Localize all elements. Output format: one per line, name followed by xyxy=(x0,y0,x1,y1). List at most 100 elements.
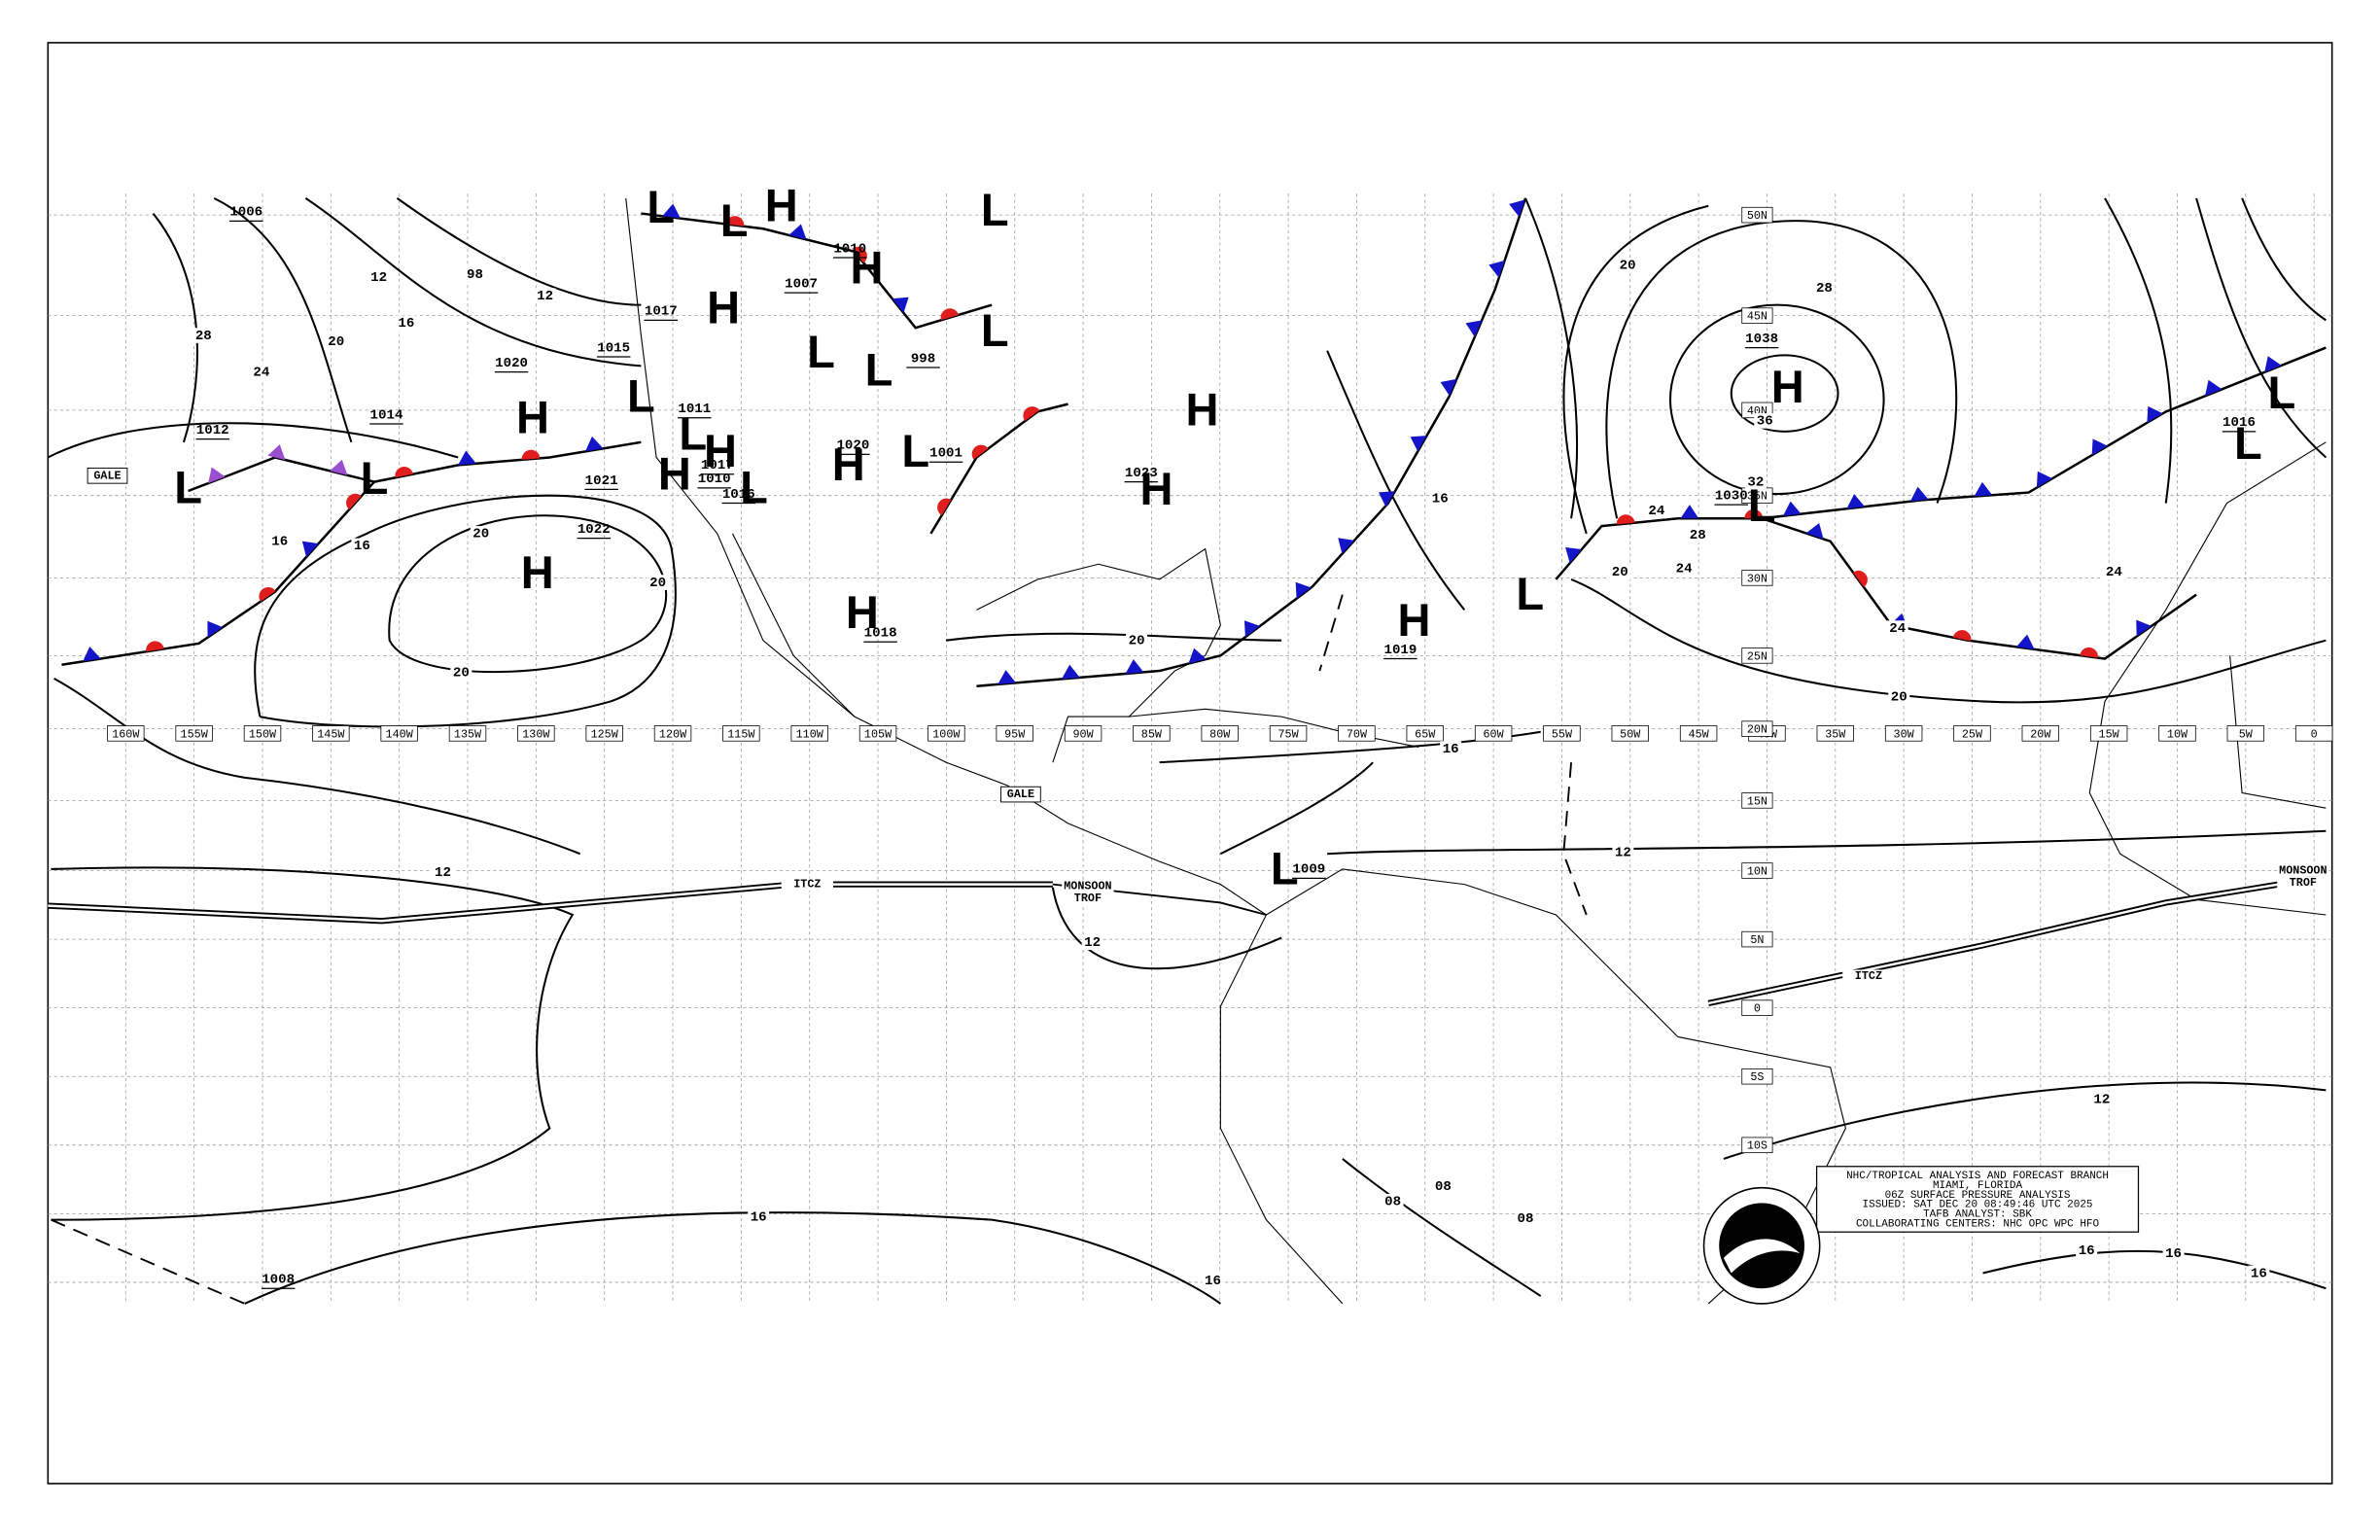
cold-front-symbol xyxy=(1410,436,1427,452)
cold-front-symbol xyxy=(584,436,604,452)
lon-label-box xyxy=(1884,725,1923,742)
isobar-label: 24 xyxy=(1889,621,1906,637)
title-frame xyxy=(1815,1166,2140,1233)
isobar-label: 12 xyxy=(2093,1092,2110,1107)
isobar-label-bg xyxy=(250,364,272,380)
lon-label-box xyxy=(1406,725,1444,742)
lon-label-box xyxy=(2021,725,2060,742)
isobar-label-bg xyxy=(325,333,347,350)
lon-label: 140W xyxy=(386,727,414,741)
lon-label: 80W xyxy=(1209,727,1231,741)
lon-label: 150W xyxy=(249,727,277,741)
isobar xyxy=(1723,1081,2327,1160)
lon-label: 70W xyxy=(1347,727,1368,741)
isobar-label-bg xyxy=(464,266,486,283)
lon-label-box xyxy=(1474,725,1513,742)
isobar-label-bg xyxy=(1081,934,1103,951)
lon-label: 90W xyxy=(1072,727,1094,741)
title-line: TAFB ANALYST: SBK xyxy=(1923,1209,2032,1221)
warm-front-symbol xyxy=(1744,508,1764,519)
isobar-label: 08 xyxy=(1518,1211,1534,1227)
isobar xyxy=(396,197,642,306)
title-line: NHC/TROPICAL ANALYSIS AND FORECAST BRANC… xyxy=(1846,1171,2109,1182)
lat-label-box xyxy=(1741,206,1773,224)
pressure-center: L xyxy=(647,181,675,232)
isobar-label-bg xyxy=(748,1208,770,1225)
isobar-label-bg xyxy=(1687,527,1709,543)
isobar-label: 98 xyxy=(467,267,483,283)
feature-label: GALE xyxy=(1007,788,1034,801)
cold-front-symbol xyxy=(1488,260,1505,278)
isobar-label-bg xyxy=(1609,564,1631,579)
isobar-label: 16 xyxy=(1432,492,1449,508)
pressure-value: 1014 xyxy=(370,407,403,423)
isobar-label-bg xyxy=(1754,413,1776,429)
lon-label-box xyxy=(996,725,1033,742)
lon-label: 155W xyxy=(181,727,209,741)
front-line xyxy=(373,440,642,483)
pressure-center: H xyxy=(765,179,798,230)
lat-label-box xyxy=(1741,1068,1773,1085)
cold-front-symbol xyxy=(1782,501,1802,516)
isobar xyxy=(1570,578,2327,704)
cold-front-symbol xyxy=(1125,659,1144,674)
warm-front-symbol xyxy=(1023,406,1040,422)
pressure-value: 1007 xyxy=(785,276,818,292)
feature-label-bg xyxy=(781,878,834,891)
lon-label: 160W xyxy=(112,727,140,741)
lat-label: 35N xyxy=(1747,490,1768,504)
warm-front-symbol xyxy=(146,641,164,652)
isobars xyxy=(47,196,2328,1305)
pressure-value: 1017 xyxy=(645,304,678,320)
lon-label-box xyxy=(1543,725,1581,742)
warm-front-symbol xyxy=(521,449,541,460)
lon-label: 60W xyxy=(1484,727,1505,741)
lon-label: 25W xyxy=(1962,727,1983,741)
pressure-center: H xyxy=(1140,463,1173,514)
pressure-center: L xyxy=(174,461,202,512)
pressure-value: 1008 xyxy=(262,1273,295,1288)
isobar xyxy=(1327,829,2327,856)
isobar-label-bg xyxy=(351,538,373,554)
cold-front-symbol xyxy=(788,224,807,240)
cold-front-symbol xyxy=(2091,438,2108,456)
warm-front-symbol xyxy=(1852,570,1868,587)
lat-label-box xyxy=(1741,862,1773,879)
isobar-label-bg xyxy=(1886,620,1908,636)
isobar-label: 20 xyxy=(1612,565,1628,580)
isobar xyxy=(388,514,668,674)
isobar-label-bg xyxy=(2103,564,2125,579)
pressure-center: H xyxy=(1186,383,1219,435)
isobar xyxy=(1219,761,1374,856)
title-line: ISSUED: SAT DEC 20 08:49:46 UTC 2025 xyxy=(1863,1200,2093,1211)
title-line: 06Z SURFACE PRESSURE ANALYSIS xyxy=(1885,1190,2071,1202)
pressure-value: 998 xyxy=(911,351,935,367)
isobar-label-bg xyxy=(534,288,556,304)
pressure-center: L xyxy=(679,408,707,460)
lat-label: 20N xyxy=(1747,723,1768,737)
cold-front-symbol xyxy=(2136,619,2152,637)
lat-label: 5N xyxy=(1750,933,1764,947)
feature-label: MONSOON xyxy=(1064,879,1111,892)
lon-label-box xyxy=(243,725,282,742)
lon-label-box xyxy=(1133,725,1171,742)
coastline xyxy=(1219,914,1344,1305)
cold-front-symbol xyxy=(2015,634,2035,649)
lon-label-box xyxy=(722,725,760,742)
cold-front-symbol xyxy=(1680,505,1699,519)
isobar-label-bg xyxy=(432,864,454,880)
coastline xyxy=(625,197,1267,916)
isobar-label: 24 xyxy=(2106,565,2122,580)
title-line: MIAMI, FLORIDA xyxy=(1933,1180,2023,1192)
isobar-label-bg xyxy=(1429,490,1452,507)
lon-label: 110W xyxy=(796,727,824,741)
lon-label-box xyxy=(928,725,965,742)
isobar-label: 28 xyxy=(195,329,212,344)
lon-label-box xyxy=(790,725,828,742)
isobar-label-bg xyxy=(1382,1193,1404,1209)
isobar-label-bg xyxy=(1673,561,1696,577)
page-frame xyxy=(47,42,2333,1485)
pressure-center: L xyxy=(981,184,1009,235)
isobar-label-bg xyxy=(368,269,390,286)
